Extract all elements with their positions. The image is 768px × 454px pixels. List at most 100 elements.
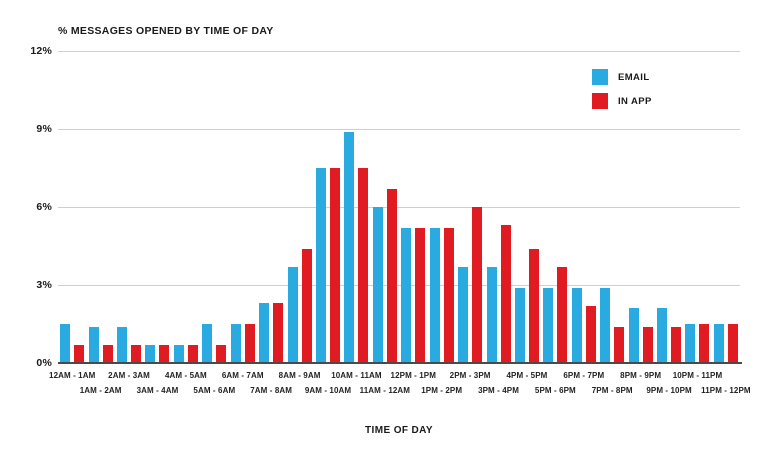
bar-in-app xyxy=(585,305,596,363)
legend-item-label: IN APP xyxy=(618,95,652,107)
x-axis-tick-label: 2PM - 3PM xyxy=(449,371,491,380)
bar-group: 7PM - 8PM xyxy=(592,51,633,395)
legend-item-label: EMAIL xyxy=(618,71,650,83)
gridlines xyxy=(58,51,740,363)
bar-email xyxy=(117,326,128,363)
bar-in-app xyxy=(472,207,483,363)
x-axis-tick-label: 4AM - 5AM xyxy=(164,371,207,380)
y-axis-tick-label: 6% xyxy=(36,201,52,213)
x-axis-tick-label: 4PM - 5PM xyxy=(506,371,548,380)
bar-group: 5AM - 6AM xyxy=(193,51,235,395)
x-axis-tick-label: 10PM - 11PM xyxy=(672,371,723,380)
x-axis-tick-label: 9AM - 10AM xyxy=(304,386,352,395)
bar-email xyxy=(685,324,696,363)
bar-in-app xyxy=(159,344,170,363)
x-axis-tick-label: 3PM - 4PM xyxy=(478,386,519,395)
bar-group: 1AM - 2AM xyxy=(80,51,121,395)
x-axis-tick-label: 11PM - 12PM xyxy=(701,386,751,395)
bar-group: 4AM - 5AM xyxy=(165,51,207,380)
bar-email xyxy=(571,287,582,363)
bar-group: 2PM - 3PM xyxy=(450,51,490,380)
bar-in-app xyxy=(528,248,539,363)
bar-email xyxy=(259,303,270,363)
bar-email xyxy=(287,266,298,363)
bar-group: 10PM - 11PM xyxy=(673,51,722,380)
x-axis-tick-label: 7AM - 8AM xyxy=(250,386,293,395)
bar-email xyxy=(486,266,497,363)
bar-email xyxy=(657,308,668,363)
bar-group: 12PM - 1PM xyxy=(391,51,436,380)
bar-group: 8AM - 9AM xyxy=(279,51,320,380)
bar-in-app xyxy=(273,303,284,363)
chart-title: % MESSAGES OPENED BY TIME OF DAY xyxy=(58,25,274,37)
bar-email xyxy=(600,287,611,363)
bar-email xyxy=(60,324,71,363)
bar-group: 1PM - 2PM xyxy=(421,51,462,395)
bar-email xyxy=(202,324,213,363)
bar-group: 12AM - 1AM xyxy=(49,51,95,380)
bar-in-app xyxy=(358,168,369,363)
x-axis-tick-label: 3AM - 4AM xyxy=(136,386,179,395)
bars: 12AM - 1AM 1AM - 2AM 2AM - 3AM 3AM - 4AM 4AM… xyxy=(49,51,751,395)
bar-group: 3AM - 4AM xyxy=(137,51,178,395)
bar-in-app xyxy=(699,324,710,363)
bar-group: 7AM - 8AM xyxy=(250,51,292,395)
bar-email xyxy=(514,287,525,363)
bar-group: 4PM - 5PM xyxy=(506,51,547,380)
bar-group: 2AM - 3AM xyxy=(108,51,150,380)
bar-in-app xyxy=(74,344,85,363)
x-axis-tick-label: 7PM - 8PM xyxy=(591,386,633,395)
x-axis-tick-label: 6PM - 7PM xyxy=(563,371,605,380)
legend-item: EMAIL xyxy=(592,69,652,85)
email-legend-swatch xyxy=(592,69,608,85)
gridline xyxy=(58,285,740,286)
gridline xyxy=(58,51,740,52)
bar-group: 10AM - 11AM xyxy=(331,51,382,380)
bar-email xyxy=(316,168,326,363)
bar-in-app xyxy=(301,248,312,363)
x-axis-title: TIME OF DAY xyxy=(365,425,433,436)
x-axis-tick-label: 9PM - 10PM xyxy=(646,386,692,395)
y-axis-tick-label: 0% xyxy=(36,357,52,369)
bar-in-app xyxy=(216,344,227,363)
x-axis-tick-label: 1PM - 2PM xyxy=(421,386,463,395)
bar-group: 11PM - 12PM xyxy=(701,51,751,395)
bar-in-app xyxy=(500,225,511,363)
y-axis-tick-label: 3% xyxy=(36,279,52,291)
bar-in-app xyxy=(187,344,198,363)
bar-email xyxy=(458,266,469,363)
bar-email xyxy=(344,131,355,363)
x-axis-tick-label: 5AM - 6AM xyxy=(193,386,236,395)
bar-in-app xyxy=(727,324,738,363)
bar-in-app xyxy=(415,227,426,363)
legend: EMAIL IN APP xyxy=(592,69,652,117)
bar-in-app xyxy=(557,266,568,363)
bar-email xyxy=(173,344,184,363)
x-axis-tick-label: 8PM - 9PM xyxy=(620,371,662,380)
bar-in-app xyxy=(102,344,113,363)
x-axis-tick-label: 2AM - 3AM xyxy=(108,371,150,380)
x-axis-tick-label: 5PM - 6PM xyxy=(534,386,576,395)
bar-group: 8PM - 9PM xyxy=(620,51,661,380)
bar-group: 11AM - 12AM xyxy=(360,51,410,395)
bar-in-app xyxy=(642,326,653,363)
x-axis-tick-label: 8AM - 9AM xyxy=(278,371,321,380)
bar-email xyxy=(628,308,639,363)
bar-email xyxy=(372,207,383,363)
gridline xyxy=(58,129,740,130)
x-axis-tick-label: 12PM - 1PM xyxy=(390,371,436,380)
bar-in-app xyxy=(330,168,340,363)
bar-email xyxy=(429,227,440,363)
x-axis-tick-label: 12AM - 1AM xyxy=(49,371,96,380)
bar-email xyxy=(543,287,554,363)
in-app-legend-swatch xyxy=(592,93,608,109)
bar-in-app xyxy=(443,227,454,363)
legend-item: IN APP xyxy=(592,93,652,109)
x-axis-tick-label: 1AM - 2AM xyxy=(79,386,122,395)
bar-email xyxy=(713,324,724,363)
x-axis-tick-label: 11AM - 12AM xyxy=(359,386,411,395)
bar-group: 5PM - 6PM xyxy=(535,51,576,395)
bar-email xyxy=(401,227,412,363)
plot-area: 12AM - 1AM 1AM - 2AM 2AM - 3AM 3AM - 4AM 4AM… xyxy=(49,51,751,395)
